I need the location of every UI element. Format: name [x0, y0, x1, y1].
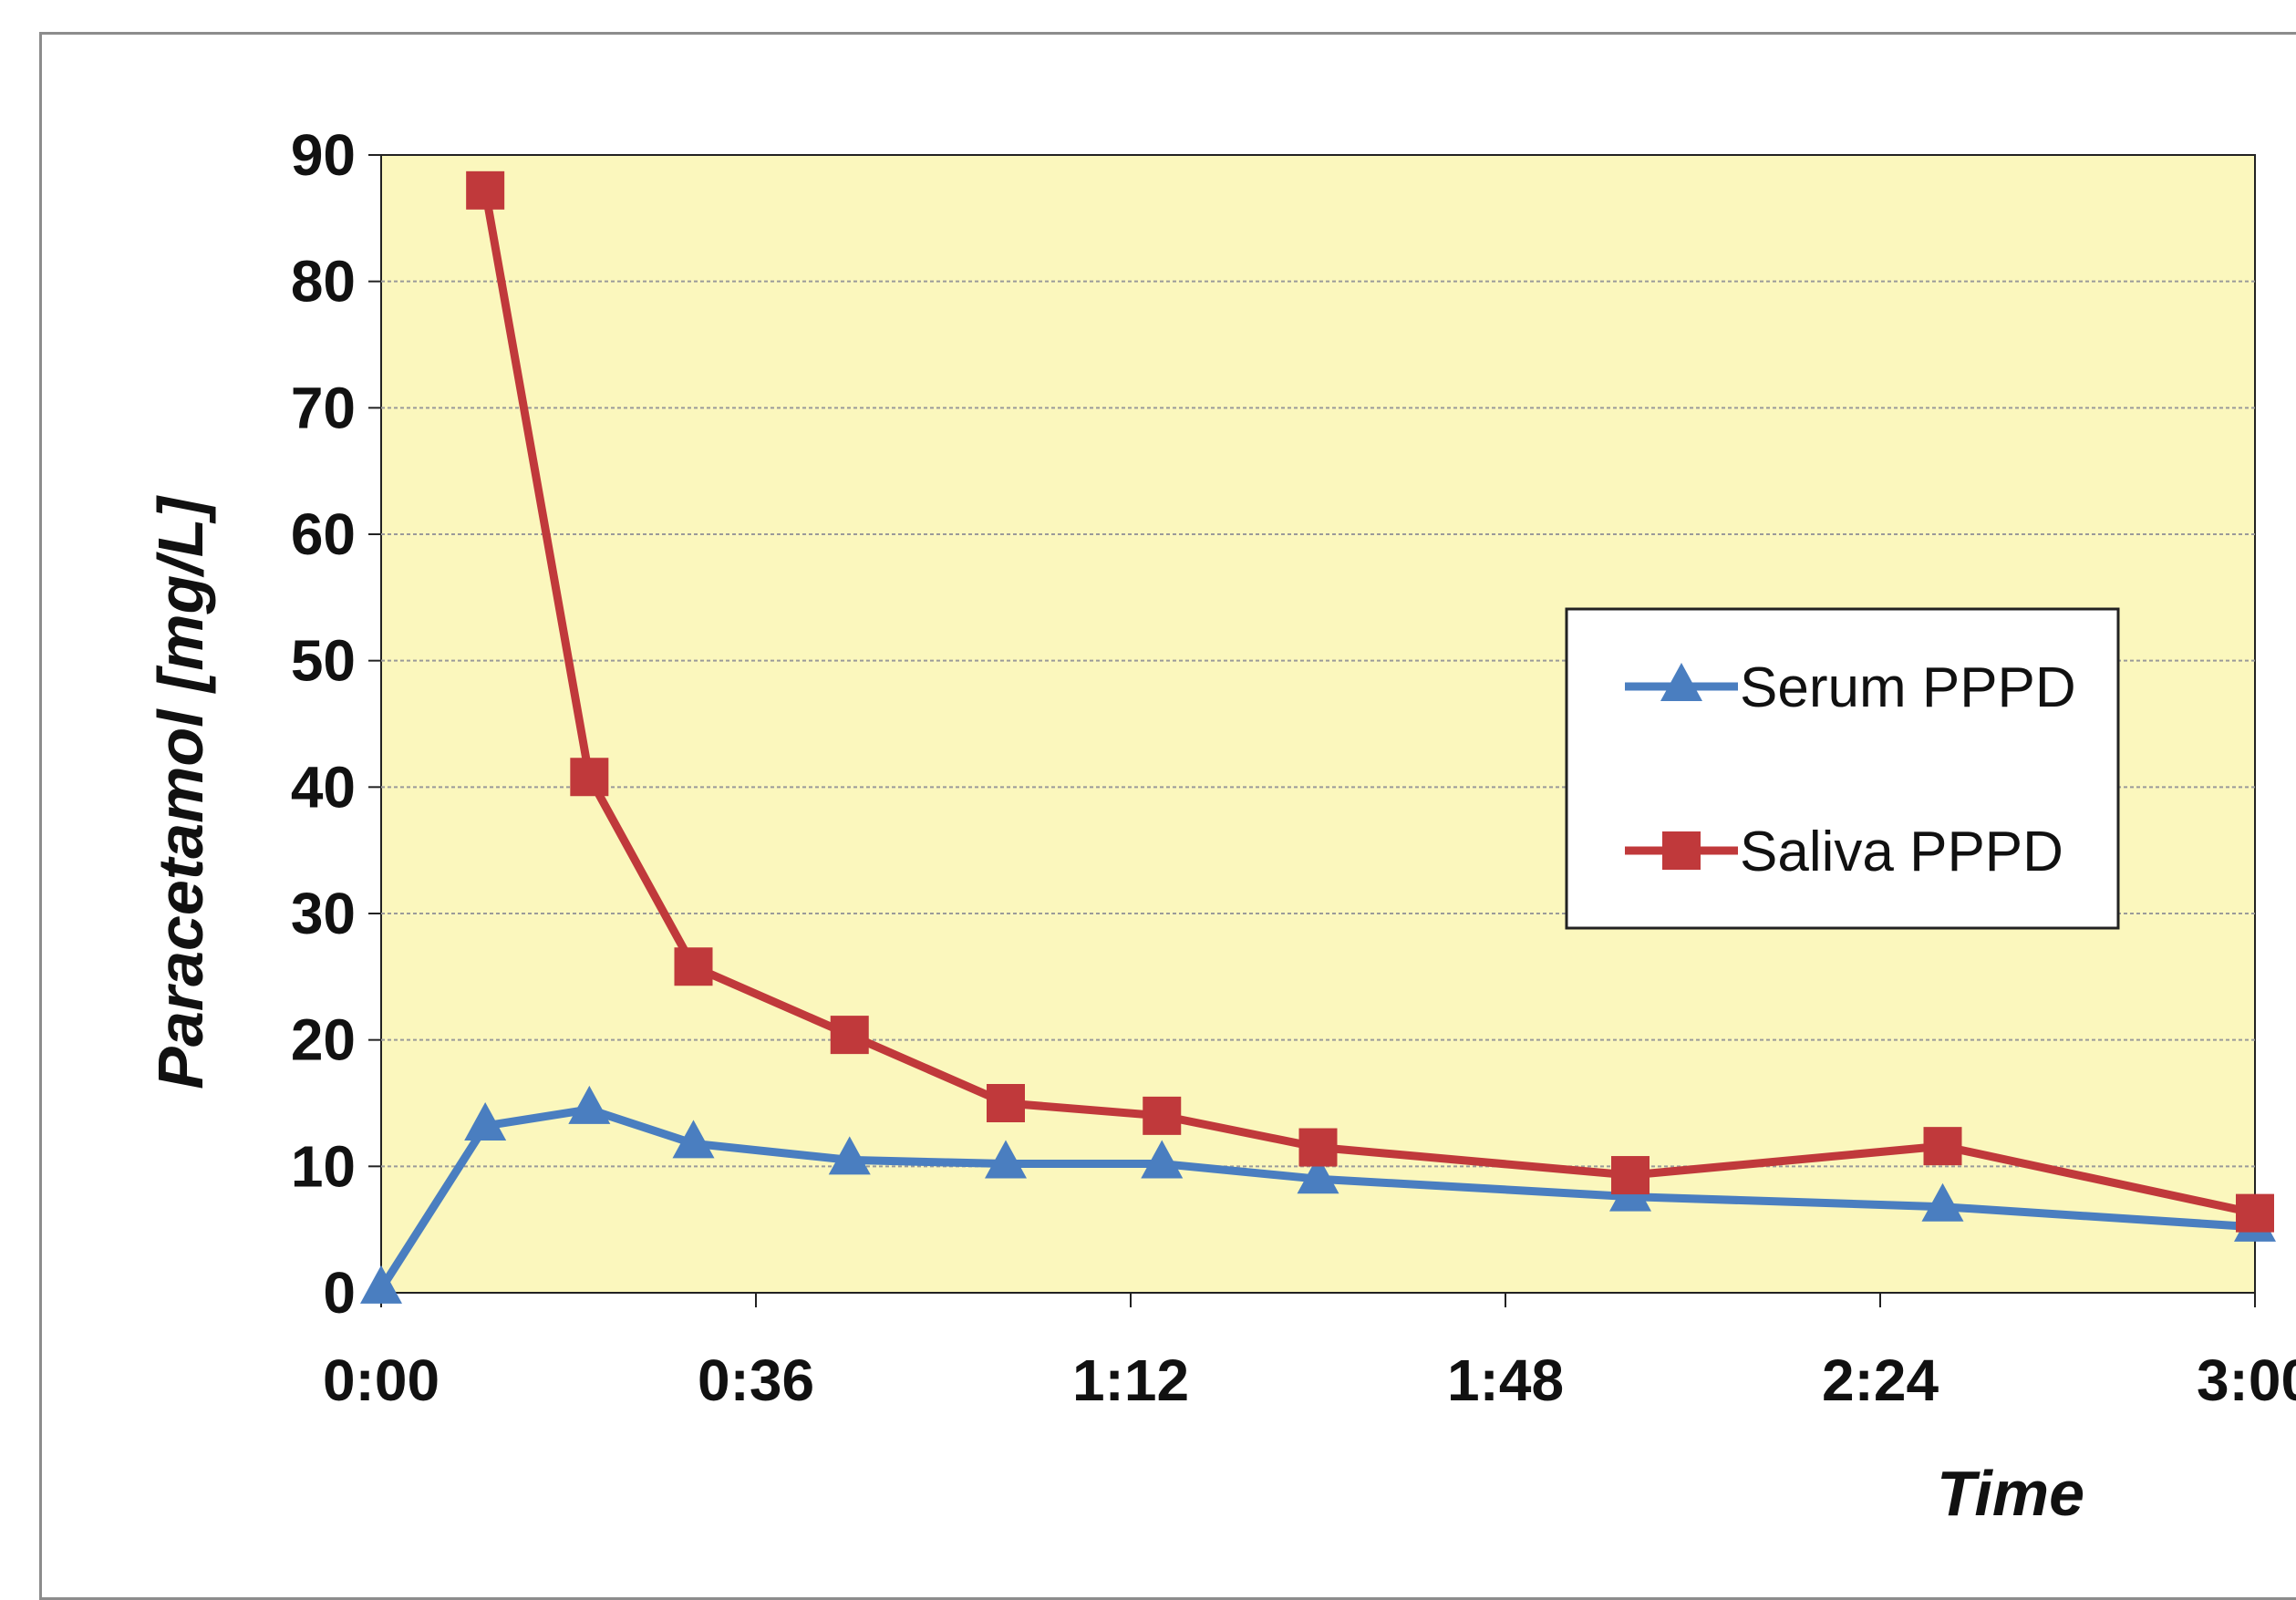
data-point-triangle — [1297, 1155, 1339, 1194]
paracetamol-line-chart: 0 10 20 30 40 50 60 70 80 90 0:00 0:36 1:12 1:48 2:24 3… — [145, 122, 2296, 1529]
legend-item: Serum PPPD — [1625, 656, 2076, 719]
x-tick-label: 1:12 — [1072, 1347, 1189, 1413]
y-tick-label: 0 — [323, 1260, 356, 1326]
data-point-triangle — [464, 1101, 507, 1141]
data-point-triangle — [985, 1140, 1027, 1179]
legend-marker-square — [1662, 831, 1701, 870]
data-point-triangle — [568, 1085, 611, 1124]
x-tick-label: 1:48 — [1447, 1347, 1564, 1413]
y-tick-label: 20 — [291, 1007, 356, 1073]
x-tick-label: 2:24 — [1822, 1347, 1939, 1413]
data-point-square — [1298, 1128, 1338, 1167]
y-tick-label: 40 — [291, 754, 356, 820]
x-axis-title: Time — [1937, 1458, 2084, 1529]
legend-label: Serum PPPD — [1740, 656, 2076, 719]
data-point-square — [1923, 1127, 1962, 1166]
data-point-square — [1143, 1096, 1182, 1135]
data-point-square — [987, 1084, 1025, 1122]
data-point-square — [2236, 1193, 2274, 1233]
data-point-square — [466, 170, 505, 210]
y-tick-label: 50 — [291, 628, 356, 694]
axes: 0 10 20 30 40 50 60 70 80 90 0:00 0:36 1:12 1:48 2:24 3… — [291, 122, 2296, 1413]
legend-item: Saliva PPPD — [1625, 821, 2063, 883]
series-line — [481, 190, 2256, 1218]
legend-label: Saliva PPPD — [1740, 821, 2063, 883]
data-point-square — [1611, 1156, 1650, 1195]
data-point-triangle — [1921, 1182, 1964, 1222]
legend-marker-triangle — [1660, 663, 1702, 701]
series-layer — [360, 170, 2276, 1304]
y-tick-label: 70 — [291, 375, 356, 440]
data-point-triangle — [360, 1265, 402, 1304]
y-tick-label: 30 — [291, 881, 356, 946]
series-saliva-pppd — [466, 170, 2274, 1233]
x-tick-label: 3:00 — [2197, 1347, 2296, 1413]
data-point-square — [674, 947, 713, 986]
y-axis-title: Paracetamol [mg/L] — [145, 495, 216, 1089]
data-point-square — [570, 758, 609, 797]
x-tick-label: 0:00 — [323, 1347, 440, 1413]
data-point-triangle — [1141, 1140, 1184, 1179]
x-tick-label: 0:36 — [698, 1347, 814, 1413]
data-point-triangle — [672, 1120, 715, 1159]
y-tick-label: 60 — [291, 501, 356, 567]
y-tick-label: 10 — [291, 1133, 356, 1199]
legend-box — [1565, 607, 2120, 930]
y-tick-label: 80 — [291, 249, 356, 315]
y-tick-label: 90 — [291, 122, 356, 188]
data-point-triangle — [828, 1136, 871, 1175]
data-point-square — [830, 1016, 869, 1055]
legend: Serum PPPD Saliva PPPD — [1565, 607, 2120, 930]
